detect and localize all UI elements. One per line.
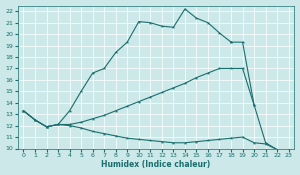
X-axis label: Humidex (Indice chaleur): Humidex (Indice chaleur) [101,160,211,169]
